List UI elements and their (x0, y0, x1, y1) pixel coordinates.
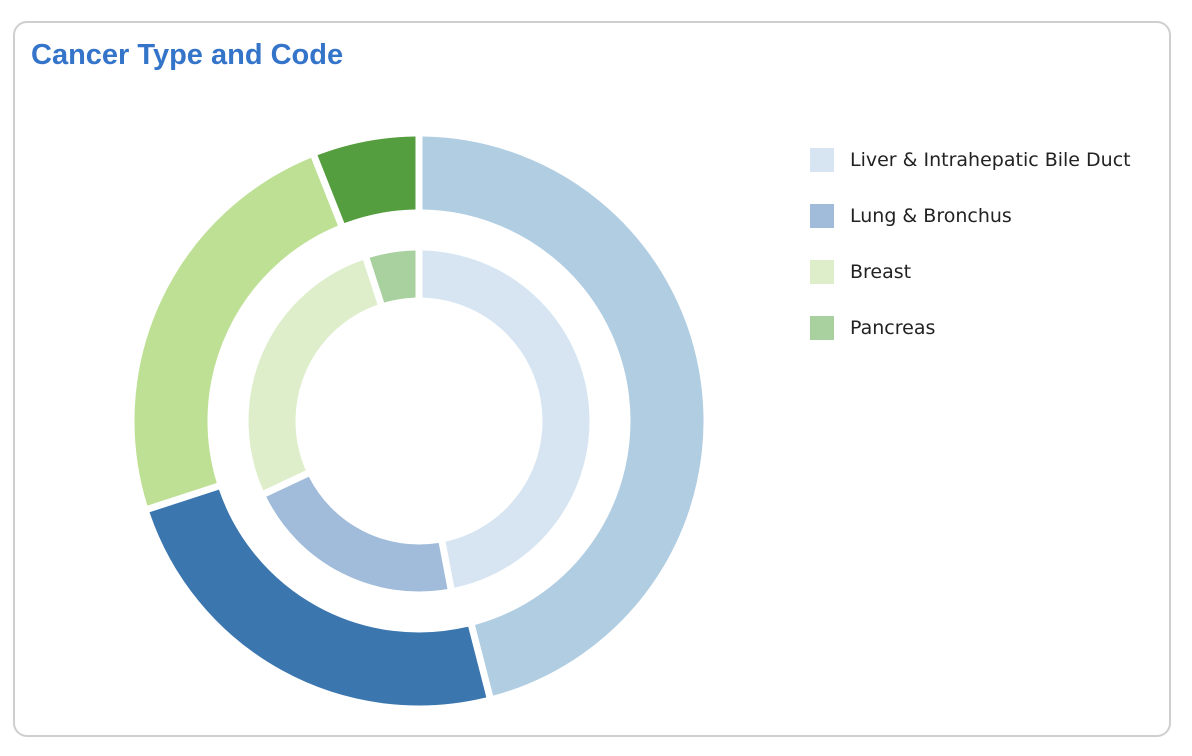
legend-item-liver-and-intrahepatic-bile-duct[interactable]: Liver & Intrahepatic Bile Duct (810, 148, 1131, 204)
inner-slice-liver-and-intrahepatic-bile-duct[interactable] (422, 250, 590, 588)
legend-swatch (810, 148, 834, 172)
legend-item-lung-and-bronchus[interactable]: Lung & Bronchus (810, 204, 1131, 260)
outer-slice-pancreas[interactable] (317, 136, 416, 224)
outer-slice-liver-and-intrahepatic-bile-duct[interactable] (422, 136, 704, 696)
inner-slice-breast[interactable] (248, 259, 378, 491)
legend-swatch (810, 204, 834, 228)
outer-slice-lung-and-bronchus[interactable] (149, 489, 487, 706)
legend-swatch (810, 260, 834, 284)
legend-swatch (810, 316, 834, 340)
legend-item-breast[interactable]: Breast (810, 260, 1131, 316)
outer-slice-breast[interactable] (134, 157, 338, 506)
chart-title: Cancer Type and Code (31, 39, 344, 71)
legend-item-pancreas[interactable]: Pancreas (810, 316, 1131, 372)
inner-slice-pancreas[interactable] (369, 250, 416, 303)
legend-label: Pancreas (850, 317, 936, 339)
legend-label: Lung & Bronchus (850, 205, 1012, 227)
inner-slice-lung-and-bronchus[interactable] (266, 476, 448, 592)
legend-label: Liver & Intrahepatic Bile Duct (850, 149, 1131, 171)
legend-label: Breast (850, 261, 912, 283)
chart-legend: Liver & Intrahepatic Bile Duct Lung & Bro… (810, 148, 1131, 372)
